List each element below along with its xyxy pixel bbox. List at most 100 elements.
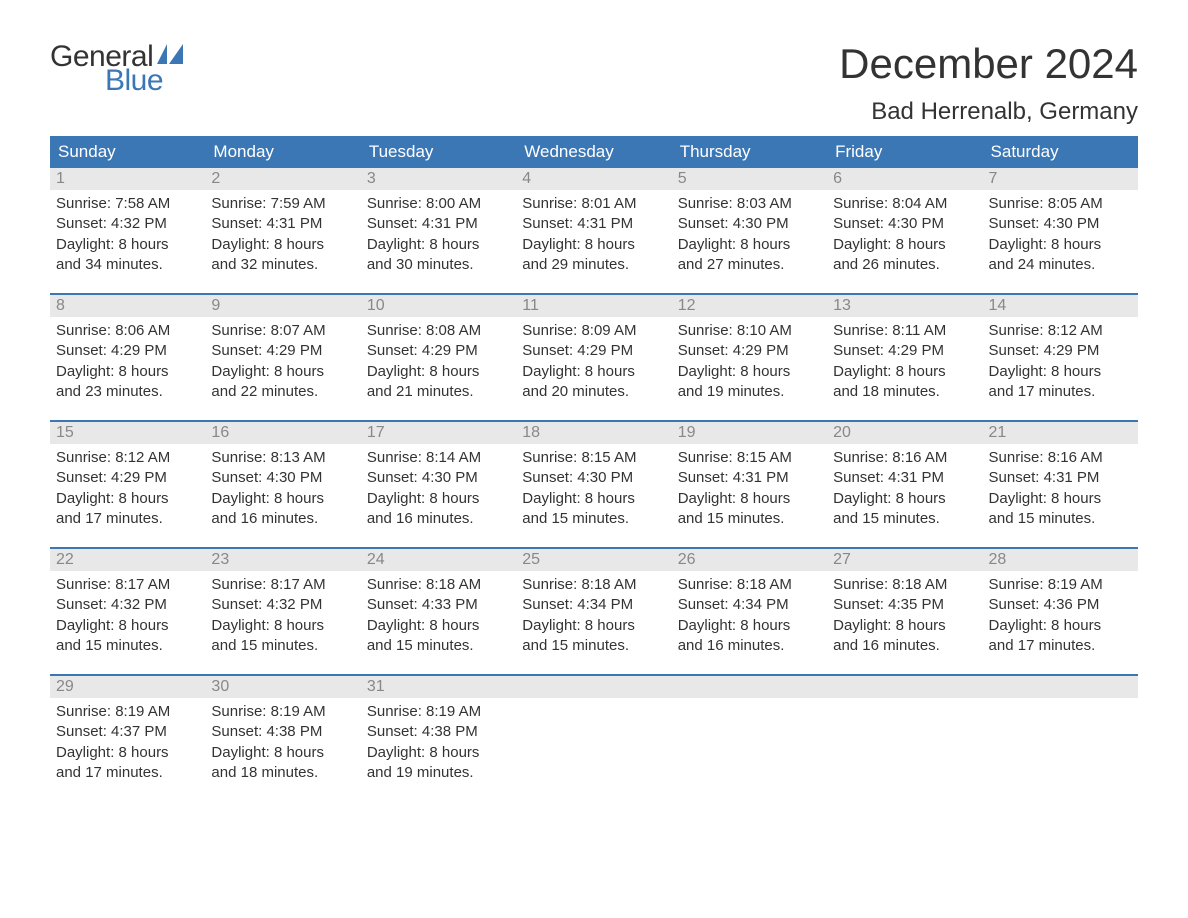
sunset-text: Sunset: 4:29 PM (56, 341, 199, 361)
daylight-text-2: and 30 minutes. (367, 255, 510, 275)
day-number (983, 676, 1138, 698)
sunrise-text: Sunrise: 8:06 AM (56, 321, 199, 341)
daylight-text-1: Daylight: 8 hours (522, 616, 665, 636)
daylight-text-2: and 15 minutes. (833, 509, 976, 529)
sunrise-text: Sunrise: 8:11 AM (833, 321, 976, 341)
day-cell: 8Sunrise: 8:06 AMSunset: 4:29 PMDaylight… (50, 295, 205, 402)
day-details: Sunrise: 8:05 AMSunset: 4:30 PMDaylight:… (983, 190, 1138, 275)
sunrise-text: Sunrise: 8:05 AM (989, 194, 1132, 214)
sunrise-text: Sunrise: 8:09 AM (522, 321, 665, 341)
daylight-text-2: and 24 minutes. (989, 255, 1132, 275)
sunrise-text: Sunrise: 8:12 AM (56, 448, 199, 468)
daylight-text-1: Daylight: 8 hours (56, 235, 199, 255)
day-cell (672, 676, 827, 783)
daylight-text-1: Daylight: 8 hours (678, 489, 821, 509)
day-details: Sunrise: 8:18 AMSunset: 4:35 PMDaylight:… (827, 571, 982, 656)
day-number: 23 (205, 549, 360, 571)
daylight-text-1: Daylight: 8 hours (989, 489, 1132, 509)
daylight-text-2: and 15 minutes. (522, 509, 665, 529)
day-details: Sunrise: 8:18 AMSunset: 4:34 PMDaylight:… (672, 571, 827, 656)
weekday-header: Sunday (50, 136, 205, 168)
day-number (827, 676, 982, 698)
daylight-text-1: Daylight: 8 hours (367, 743, 510, 763)
day-cell: 24Sunrise: 8:18 AMSunset: 4:33 PMDayligh… (361, 549, 516, 656)
daylight-text-1: Daylight: 8 hours (989, 616, 1132, 636)
logo: General Blue (50, 40, 185, 98)
day-details: Sunrise: 8:16 AMSunset: 4:31 PMDaylight:… (827, 444, 982, 529)
daylight-text-2: and 15 minutes. (522, 636, 665, 656)
day-cell: 29Sunrise: 8:19 AMSunset: 4:37 PMDayligh… (50, 676, 205, 783)
daylight-text-2: and 22 minutes. (211, 382, 354, 402)
day-cell: 7Sunrise: 8:05 AMSunset: 4:30 PMDaylight… (983, 168, 1138, 275)
sunrise-text: Sunrise: 8:17 AM (56, 575, 199, 595)
daylight-text-2: and 27 minutes. (678, 255, 821, 275)
day-details: Sunrise: 8:12 AMSunset: 4:29 PMDaylight:… (983, 317, 1138, 402)
sunrise-text: Sunrise: 8:10 AM (678, 321, 821, 341)
location-subtitle: Bad Herrenalb, Germany (839, 98, 1138, 126)
day-cell: 6Sunrise: 8:04 AMSunset: 4:30 PMDaylight… (827, 168, 982, 275)
daylight-text-2: and 29 minutes. (522, 255, 665, 275)
sunset-text: Sunset: 4:31 PM (678, 468, 821, 488)
day-details: Sunrise: 8:00 AMSunset: 4:31 PMDaylight:… (361, 190, 516, 275)
daylight-text-1: Daylight: 8 hours (56, 743, 199, 763)
daylight-text-1: Daylight: 8 hours (833, 616, 976, 636)
daylight-text-2: and 18 minutes. (833, 382, 976, 402)
day-details: Sunrise: 7:59 AMSunset: 4:31 PMDaylight:… (205, 190, 360, 275)
day-details: Sunrise: 8:12 AMSunset: 4:29 PMDaylight:… (50, 444, 205, 529)
day-details: Sunrise: 8:17 AMSunset: 4:32 PMDaylight:… (205, 571, 360, 656)
week-row: 22Sunrise: 8:17 AMSunset: 4:32 PMDayligh… (50, 547, 1138, 656)
day-details: Sunrise: 8:10 AMSunset: 4:29 PMDaylight:… (672, 317, 827, 402)
day-cell: 26Sunrise: 8:18 AMSunset: 4:34 PMDayligh… (672, 549, 827, 656)
day-details: Sunrise: 8:19 AMSunset: 4:38 PMDaylight:… (205, 698, 360, 783)
sunrise-text: Sunrise: 8:15 AM (522, 448, 665, 468)
sunset-text: Sunset: 4:30 PM (367, 468, 510, 488)
week-row: 15Sunrise: 8:12 AMSunset: 4:29 PMDayligh… (50, 420, 1138, 529)
day-number: 27 (827, 549, 982, 571)
daylight-text-1: Daylight: 8 hours (56, 362, 199, 382)
day-cell: 1Sunrise: 7:58 AMSunset: 4:32 PMDaylight… (50, 168, 205, 275)
daylight-text-2: and 18 minutes. (211, 763, 354, 783)
day-cell (983, 676, 1138, 783)
day-details: Sunrise: 8:07 AMSunset: 4:29 PMDaylight:… (205, 317, 360, 402)
day-number: 29 (50, 676, 205, 698)
day-number: 16 (205, 422, 360, 444)
sunrise-text: Sunrise: 8:15 AM (678, 448, 821, 468)
sunset-text: Sunset: 4:34 PM (678, 595, 821, 615)
daylight-text-1: Daylight: 8 hours (989, 235, 1132, 255)
day-cell: 12Sunrise: 8:10 AMSunset: 4:29 PMDayligh… (672, 295, 827, 402)
day-cell: 3Sunrise: 8:00 AMSunset: 4:31 PMDaylight… (361, 168, 516, 275)
sunrise-text: Sunrise: 8:17 AM (211, 575, 354, 595)
day-number (516, 676, 671, 698)
sunrise-text: Sunrise: 8:03 AM (678, 194, 821, 214)
daylight-text-2: and 17 minutes. (989, 382, 1132, 402)
sunrise-text: Sunrise: 7:59 AM (211, 194, 354, 214)
sunset-text: Sunset: 4:32 PM (56, 595, 199, 615)
sunrise-text: Sunrise: 8:12 AM (989, 321, 1132, 341)
day-cell: 22Sunrise: 8:17 AMSunset: 4:32 PMDayligh… (50, 549, 205, 656)
daylight-text-2: and 15 minutes. (56, 636, 199, 656)
day-cell: 23Sunrise: 8:17 AMSunset: 4:32 PMDayligh… (205, 549, 360, 656)
day-details: Sunrise: 8:15 AMSunset: 4:30 PMDaylight:… (516, 444, 671, 529)
daylight-text-2: and 19 minutes. (367, 763, 510, 783)
sunrise-text: Sunrise: 8:19 AM (211, 702, 354, 722)
page-title: December 2024 (839, 40, 1138, 88)
day-number: 1 (50, 168, 205, 190)
sunset-text: Sunset: 4:38 PM (211, 722, 354, 742)
day-number: 24 (361, 549, 516, 571)
sunset-text: Sunset: 4:32 PM (211, 595, 354, 615)
day-cell: 10Sunrise: 8:08 AMSunset: 4:29 PMDayligh… (361, 295, 516, 402)
day-number: 31 (361, 676, 516, 698)
daylight-text-2: and 26 minutes. (833, 255, 976, 275)
daylight-text-1: Daylight: 8 hours (367, 235, 510, 255)
sunset-text: Sunset: 4:29 PM (211, 341, 354, 361)
sunset-text: Sunset: 4:31 PM (833, 468, 976, 488)
day-details: Sunrise: 8:14 AMSunset: 4:30 PMDaylight:… (361, 444, 516, 529)
sunrise-text: Sunrise: 8:19 AM (989, 575, 1132, 595)
sunset-text: Sunset: 4:31 PM (522, 214, 665, 234)
sunrise-text: Sunrise: 8:18 AM (833, 575, 976, 595)
day-number: 10 (361, 295, 516, 317)
week-row: 8Sunrise: 8:06 AMSunset: 4:29 PMDaylight… (50, 293, 1138, 402)
calendar: SundayMondayTuesdayWednesdayThursdayFrid… (50, 136, 1138, 783)
day-number: 5 (672, 168, 827, 190)
daylight-text-2: and 17 minutes. (56, 763, 199, 783)
